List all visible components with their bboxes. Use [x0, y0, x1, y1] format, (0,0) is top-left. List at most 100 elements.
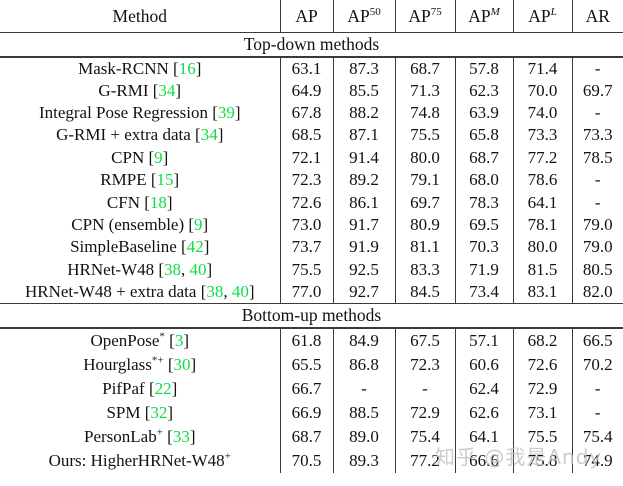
value-cell: 70.5 — [279, 449, 333, 474]
citation-number: 42 — [186, 237, 204, 257]
citation-number: 32 — [150, 403, 168, 423]
value-cell: - — [571, 191, 623, 214]
text-segment: ] — [202, 215, 209, 234]
value-cell: 73.7 — [279, 236, 333, 259]
text-segment: AR — [585, 5, 610, 26]
text-segment: PifPaf [ — [102, 378, 155, 398]
value-cell: - — [571, 400, 623, 426]
method-cell: Hourglass*+ [30] — [0, 352, 280, 376]
value-cell: 66.6 — [454, 449, 513, 474]
text-segment: Method — [112, 5, 167, 26]
text-segment: AP — [408, 5, 431, 26]
text-segment: , — [223, 281, 232, 301]
value-cell: 89.3 — [332, 449, 395, 474]
value-cell: 61.8 — [279, 328, 333, 353]
value-cell: 91.4 — [332, 146, 395, 169]
text-segment: [ — [162, 427, 173, 447]
value-cell: 92.7 — [332, 280, 395, 304]
header-cell: Method — [0, 0, 280, 33]
table-row: HRNet-W48 + extra data [38, 40] 77.0 92.7 8… — [0, 280, 623, 304]
text-segment: CPN [ — [111, 147, 155, 167]
table-body: Top-down methods Mask-RCNN [16] 63.1 87.3 68… — [0, 31, 623, 474]
table-row: PersonLab+ [33] 68.7 89.0 75.4 64.1 75.5 75.4 — [0, 425, 623, 450]
citation-number: 16 — [178, 58, 196, 78]
citation-number: 38 — [206, 281, 224, 301]
method-cell: OpenPose* [3] — [0, 328, 280, 352]
value-cell: 83.1 — [512, 280, 572, 304]
value-cell: 75.5 — [394, 124, 455, 147]
method-cell: SimpleBaseline [42] — [0, 236, 280, 258]
value-cell: 67.8 — [279, 101, 333, 125]
value-cell: 57.8 — [454, 57, 513, 80]
header-row: Method AP AP50 AP75 APM APL AR — [0, 0, 623, 33]
value-cell: 86.1 — [332, 191, 395, 214]
method-cell: CPN [9] — [0, 147, 280, 169]
table-row: OpenPose* [3] 61.8 84.9 67.5 57.1 68.2 66.5 — [0, 328, 623, 353]
text-segment: Integral Pose Regression [ — [38, 103, 218, 123]
method-cell: G-RMI [34] — [0, 79, 280, 101]
value-cell: 73.3 — [571, 124, 623, 147]
text-segment: AP — [468, 5, 491, 26]
text-segment: ] — [183, 330, 190, 350]
value-cell: 81.5 — [512, 258, 572, 281]
value-cell: 69.7 — [394, 191, 455, 214]
value-cell: - — [394, 376, 455, 401]
value-cell: 84.9 — [332, 328, 395, 353]
superscript: + — [156, 426, 163, 439]
header-cell: AP75 — [394, 0, 455, 33]
text-segment: G-RMI [ — [98, 80, 159, 100]
text-segment: ] — [175, 80, 182, 100]
citation-number: 40 — [189, 259, 207, 279]
value-cell: - — [571, 101, 623, 125]
text-segment: ] — [217, 125, 224, 145]
value-cell: 72.3 — [394, 352, 455, 377]
method-cell: CFN [18] — [0, 191, 280, 213]
value-cell: 68.7 — [394, 57, 455, 80]
value-cell: 79.0 — [571, 236, 623, 259]
table-row: SimpleBaseline [42] 73.7 91.9 81.1 70.3 80.0 7… — [0, 236, 623, 259]
table-header: Method AP AP50 AP75 APM APL AR — [0, 0, 623, 33]
value-cell: 92.5 — [332, 258, 395, 281]
value-cell: 91.7 — [332, 213, 395, 237]
value-cell: - — [571, 376, 623, 401]
text-segment: ] — [203, 237, 210, 257]
value-cell: 70.0 — [512, 79, 572, 102]
method-cell: Ours: HigherHRNet-W48+ — [0, 449, 280, 473]
text-segment: ] — [248, 281, 255, 301]
text-segment: [ — [163, 354, 174, 374]
value-cell: 91.9 — [332, 236, 395, 259]
method-cell: Integral Pose Regression [39] — [0, 102, 280, 124]
text-segment: SPM [ — [106, 403, 151, 423]
text-segment: ] — [171, 378, 178, 398]
value-cell: 65.5 — [279, 352, 333, 377]
value-cell: 66.5 — [571, 328, 623, 353]
superscript: + — [224, 450, 231, 463]
value-cell: 62.3 — [454, 79, 513, 102]
method-cell: PersonLab+ [33] — [0, 425, 280, 449]
text-segment: Hourglass — [83, 354, 152, 374]
method-cell: G-RMI + extra data [34] — [0, 124, 280, 146]
value-cell: 62.4 — [454, 376, 513, 401]
value-cell: 80.5 — [571, 258, 623, 281]
value-cell: 74.0 — [512, 101, 572, 125]
table-row: CPN [9] 72.1 91.4 80.0 68.7 77.2 78.5 — [0, 146, 623, 169]
value-cell: 72.9 — [512, 376, 572, 401]
value-cell: 77.2 — [512, 146, 572, 169]
value-cell: 73.4 — [454, 280, 513, 304]
citation-number: 40 — [231, 281, 249, 301]
table-row: G-RMI + extra data [34] 68.5 87.1 75.5 65.8 7… — [0, 124, 623, 147]
value-cell: 87.1 — [332, 124, 395, 147]
text-segment: ] — [166, 192, 173, 212]
text-segment: ] — [173, 170, 180, 190]
method-cell: Mask-RCNN [16] — [0, 57, 280, 79]
header-cell: AP50 — [332, 0, 395, 33]
text-segment: AP — [528, 5, 551, 26]
value-cell: 77.2 — [394, 449, 455, 474]
value-cell: 72.1 — [279, 146, 333, 169]
superscript: M — [490, 5, 500, 18]
value-cell: - — [332, 376, 395, 401]
value-cell: 89.0 — [332, 425, 395, 450]
value-cell: 81.1 — [394, 236, 455, 259]
superscript: *+ — [151, 354, 164, 366]
